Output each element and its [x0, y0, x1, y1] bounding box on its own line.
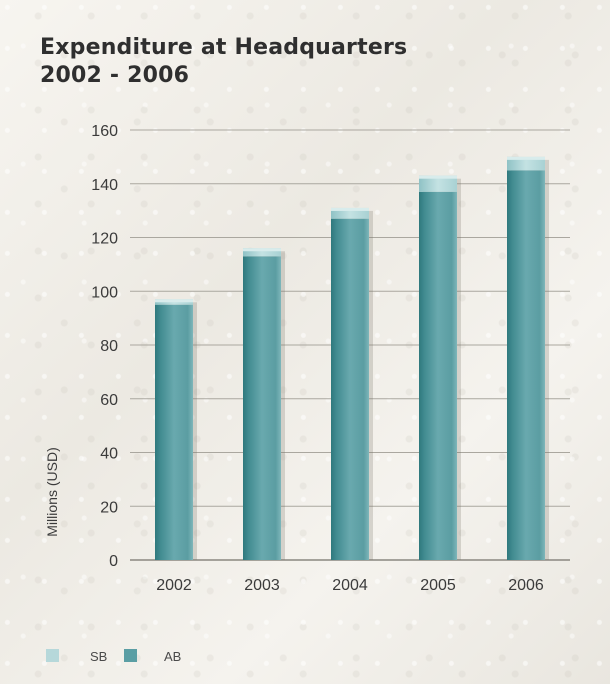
bars — [155, 156, 549, 560]
bar-ab-2006 — [507, 170, 545, 560]
chart-title: Expenditure at Headquarters 2002 - 2006 — [40, 34, 407, 90]
bar-cap — [331, 207, 369, 211]
bar-cap — [155, 299, 193, 303]
bar-group-2005 — [419, 175, 461, 560]
x-tick-label: 2003 — [244, 577, 280, 594]
bar-ab-2002 — [155, 304, 193, 560]
y-axis-label: Millions (USD) — [44, 447, 60, 536]
x-tick-label: 2004 — [332, 577, 368, 594]
bar-sb-2006 — [507, 156, 545, 171]
bar-group-2006 — [507, 156, 549, 560]
bar-group-2004 — [331, 207, 373, 560]
chart-title-line-1: Expenditure at Headquarters — [40, 35, 408, 60]
bar-ab-2005 — [419, 191, 457, 560]
y-tick-label: 80 — [100, 338, 118, 355]
legend-label-sb: SB — [90, 649, 107, 664]
bar-sb-2003 — [243, 248, 281, 257]
y-tick-label: 20 — [100, 499, 118, 516]
y-tick-label: 120 — [91, 231, 118, 248]
legend-swatch-sb — [46, 649, 59, 662]
bar-ab-2004 — [331, 218, 369, 560]
legend: SB AB — [46, 649, 181, 664]
bar-group-2003 — [243, 248, 285, 560]
bar-cap — [507, 156, 545, 160]
bar-ab-2003 — [243, 256, 281, 560]
bar-sb-2004 — [331, 207, 369, 219]
y-tick-label: 140 — [91, 177, 118, 194]
bar-cap — [243, 248, 281, 252]
bar-sb-2005 — [419, 175, 457, 192]
y-tick-label: 100 — [91, 284, 118, 301]
y-tick-label: 60 — [100, 392, 118, 409]
legend-swatch-ab — [124, 649, 137, 662]
x-tick-label: 2005 — [420, 577, 456, 594]
x-axis-ticks: 2002 2003 2004 2005 2006 — [156, 577, 544, 594]
y-tick-label: 160 — [91, 123, 118, 140]
x-tick-label: 2006 — [508, 577, 544, 594]
legend-label-ab: AB — [164, 649, 181, 664]
chart-title-line-2: 2002 - 2006 — [40, 63, 190, 88]
x-tick-label: 2002 — [156, 577, 192, 594]
bar-cap — [419, 175, 457, 179]
y-tick-label: 0 — [109, 553, 118, 570]
y-axis-ticks: 0 20 40 60 80 100 120 140 160 — [91, 123, 118, 570]
y-tick-label: 40 — [100, 446, 118, 463]
bar-group-2002 — [155, 299, 197, 560]
